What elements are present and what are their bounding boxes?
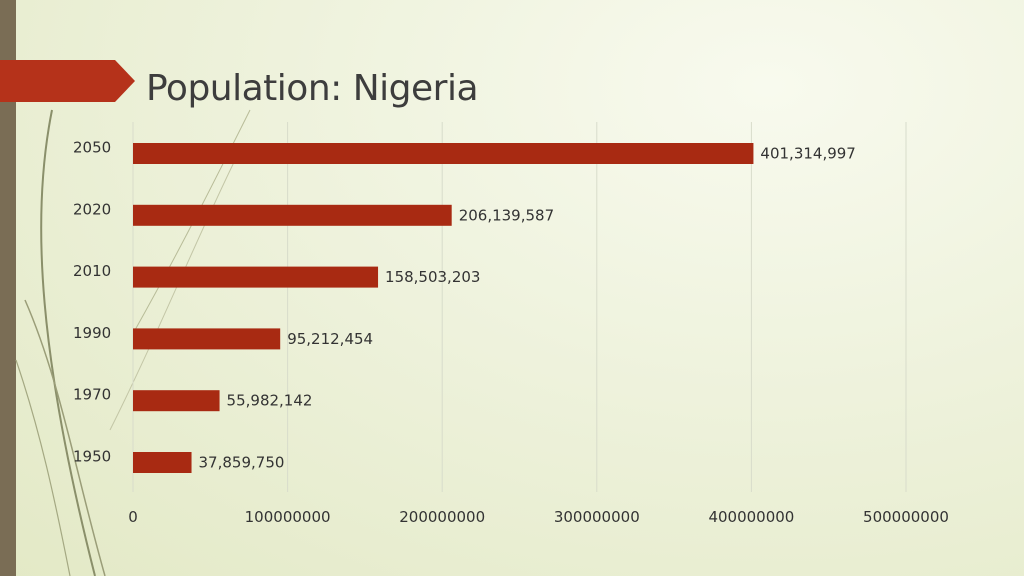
data-label-1990: 95,212,454 <box>287 330 373 348</box>
title-accent-arrow <box>0 60 135 102</box>
bar-2020 <box>133 204 452 226</box>
grid-lines <box>132 122 907 492</box>
category-label-1950: 1950 <box>73 448 111 466</box>
data-label-1950: 37,859,750 <box>199 454 285 472</box>
x-tick-label: 500000000 <box>863 508 949 526</box>
bar-1970 <box>133 390 220 412</box>
category-labels: 2050 2020 2010 1990 1970 1950 <box>73 139 111 466</box>
data-label-2010: 158,503,203 <box>385 268 480 286</box>
x-tick-label: 400000000 <box>708 508 794 526</box>
data-label-2050: 401,314,997 <box>760 145 855 163</box>
slide-title: Population: Nigeria <box>146 68 479 109</box>
x-tick-label: 300000000 <box>554 508 640 526</box>
x-tick-label: 200000000 <box>399 508 485 526</box>
bar-2050 <box>133 143 754 164</box>
bar-1990 <box>133 328 281 350</box>
bar-2010 <box>133 266 379 288</box>
category-label-1990: 1990 <box>73 324 111 342</box>
category-label-1970: 1970 <box>73 386 111 404</box>
bar-1950 <box>133 452 192 473</box>
data-labels: 401,314,997 206,139,587 158,503,203 95,212,… <box>199 145 856 472</box>
category-label-2020: 2020 <box>73 200 111 218</box>
category-label-2050: 2050 <box>73 139 111 157</box>
sidebar-stripe <box>0 0 16 576</box>
x-axis-tick-labels: 0 100000000 200000000 300000000 400000000 500… <box>128 508 949 526</box>
bars <box>133 143 754 473</box>
x-tick-label: 0 <box>128 508 138 526</box>
x-tick-label: 100000000 <box>245 508 331 526</box>
category-label-2010: 2010 <box>73 262 111 280</box>
data-label-2020: 206,139,587 <box>459 206 554 224</box>
data-label-1970: 55,982,142 <box>227 392 313 410</box>
